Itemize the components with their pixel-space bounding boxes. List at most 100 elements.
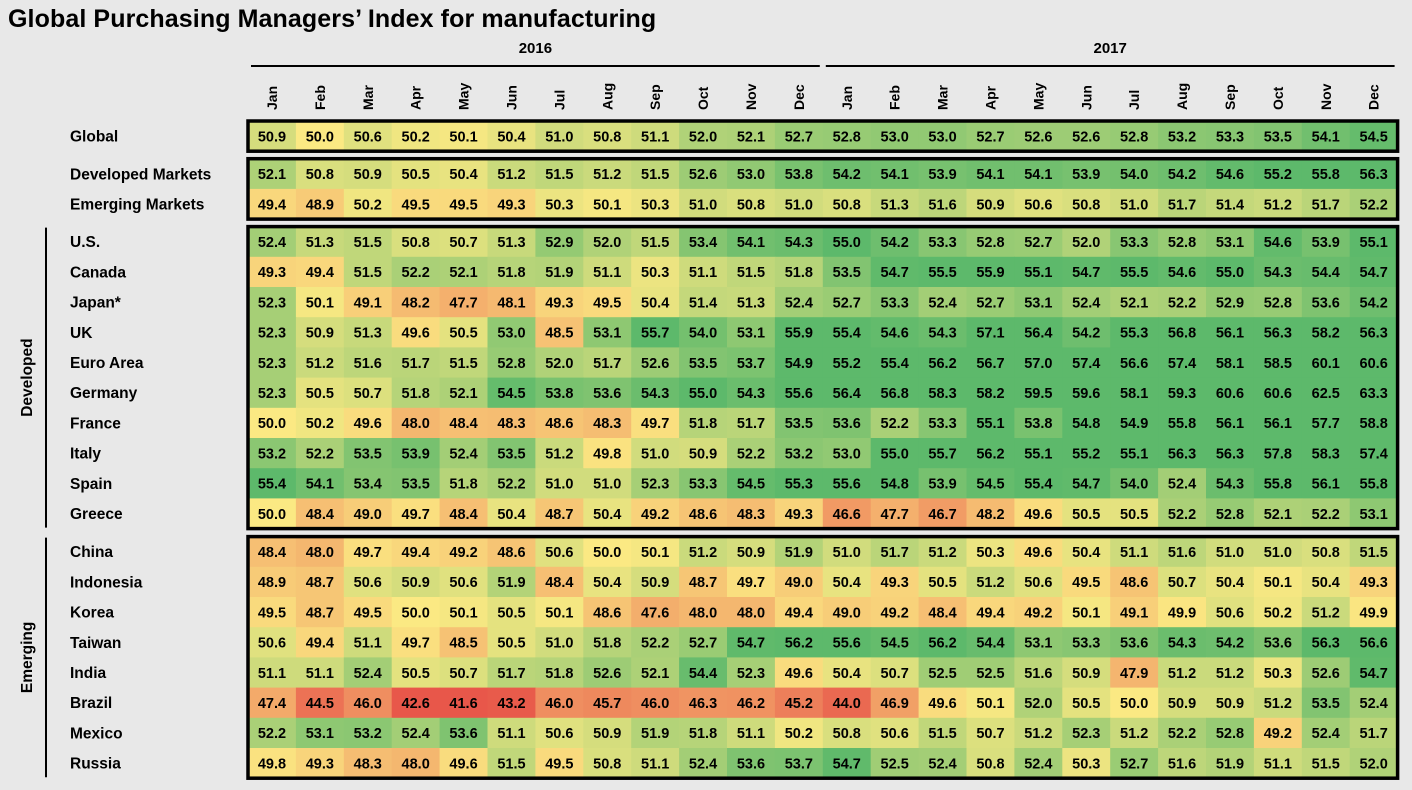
cell-value-spain-8: 52.3 [641, 477, 669, 493]
cell-u-s-8 [631, 226, 680, 258]
cell-indonesia-13 [870, 566, 920, 598]
cell-value-euro-area-8: 52.6 [641, 356, 669, 372]
cell-canada-16 [1014, 256, 1063, 288]
cell-value-taiwan-10: 54.7 [737, 636, 765, 652]
cell-value-greece-8: 49.2 [641, 507, 669, 523]
cell-value-canada-4: 52.1 [449, 265, 477, 281]
cell-germany-9 [679, 377, 728, 409]
cell-value-germany-18: 58.1 [1120, 386, 1148, 402]
cell-korea-23 [1349, 597, 1399, 628]
cell-value-canada-21: 54.3 [1264, 265, 1292, 281]
cell-developed-markets-5 [487, 158, 536, 190]
cell-france-8 [631, 407, 680, 439]
cell-canada-23 [1349, 256, 1399, 288]
cell-value-global-11: 52.7 [785, 129, 813, 145]
cell-mexico-20 [1206, 717, 1255, 749]
cell-indonesia-23 [1349, 566, 1399, 598]
cell-value-greece-6: 48.7 [545, 507, 573, 523]
cell-value-canada-23: 54.7 [1360, 265, 1388, 281]
cell-italy-3 [391, 438, 441, 469]
cell-value-china-23: 51.5 [1360, 545, 1388, 561]
cell-spain-8 [631, 468, 680, 499]
cell-taiwan-20 [1206, 627, 1255, 658]
cell-value-emerging-markets-8: 50.3 [641, 197, 669, 213]
cell-value-euro-area-23: 60.6 [1360, 356, 1388, 372]
cell-mexico-19 [1158, 717, 1207, 749]
cell-value-emerging-markets-14: 51.6 [928, 197, 956, 213]
cell-value-u-s-12: 55.0 [833, 235, 861, 251]
cell-value-euro-area-12: 55.2 [833, 356, 861, 372]
cell-value-emerging-markets-5: 49.3 [497, 197, 525, 213]
cell-value-developed-markets-5: 51.2 [497, 167, 525, 183]
cell-value-euro-area-1: 51.2 [306, 356, 334, 372]
cell-value-france-18: 54.9 [1120, 416, 1148, 432]
cell-italy-8 [631, 438, 680, 469]
cell-value-france-16: 53.8 [1024, 416, 1052, 432]
cell-value-euro-area-11: 54.9 [785, 356, 813, 372]
cell-value-italy-14: 55.7 [928, 446, 956, 462]
cell-euro-area-16 [1014, 347, 1063, 379]
cell-value-russia-22: 51.5 [1312, 756, 1340, 772]
cell-value-italy-8: 51.0 [641, 446, 669, 462]
cell-euro-area-15 [966, 347, 1015, 379]
cell-uk-15 [966, 317, 1015, 348]
cell-india-5 [487, 657, 536, 689]
cell-value-brazil-4: 41.6 [449, 696, 477, 712]
cell-mexico-10 [727, 717, 776, 749]
cell-global-10 [727, 121, 776, 152]
block-border-3 [246, 534, 1400, 780]
cell-brazil-9 [679, 687, 728, 719]
cell-value-euro-area-2: 51.6 [354, 356, 382, 372]
cell-emerging-markets-1 [295, 188, 345, 220]
cell-value-u-s-13: 54.2 [881, 235, 909, 251]
cell-value-canada-19: 54.6 [1168, 265, 1196, 281]
row-label-uk: UK [70, 325, 93, 342]
cell-china-9 [679, 536, 728, 568]
cell-value-france-17: 54.8 [1072, 416, 1100, 432]
cell-value-japan-9: 51.4 [689, 295, 717, 311]
cell-spain-21 [1253, 468, 1303, 499]
cell-value-russia-19: 51.6 [1168, 756, 1196, 772]
cell-value-uk-7: 53.1 [593, 326, 621, 342]
cell-value-brazil-6: 46.0 [545, 696, 573, 712]
cell-value-euro-area-13: 55.4 [881, 356, 909, 372]
cell-value-euro-area-0: 52.3 [258, 356, 286, 372]
cell-china-16 [1014, 536, 1063, 568]
cell-value-japan-18: 52.1 [1120, 295, 1148, 311]
row-label-india: India [70, 665, 107, 682]
cell-china-2 [343, 536, 393, 568]
cell-euro-area-3 [391, 347, 441, 379]
cell-uk-7 [583, 317, 632, 348]
cell-emerging-markets-4 [439, 188, 489, 220]
cell-value-canada-12: 53.5 [833, 265, 861, 281]
cell-value-greece-7: 50.4 [593, 507, 621, 523]
cell-value-korea-16: 49.2 [1024, 605, 1052, 621]
cell-global-13 [870, 121, 920, 152]
cell-value-greece-19: 52.2 [1168, 507, 1196, 523]
cell-value-korea-15: 49.4 [976, 605, 1004, 621]
cell-developed-markets-11 [774, 158, 824, 190]
cell-euro-area-21 [1253, 347, 1303, 379]
cell-canada-3 [391, 256, 441, 288]
cell-spain-3 [391, 468, 441, 499]
cell-korea-20 [1206, 597, 1255, 628]
cell-value-euro-area-7: 51.7 [593, 356, 621, 372]
cell-value-euro-area-6: 52.0 [545, 356, 573, 372]
cell-emerging-markets-3 [391, 188, 441, 220]
cell-value-korea-14: 48.4 [928, 605, 956, 621]
cell-value-mexico-17: 52.3 [1072, 726, 1100, 742]
cell-value-italy-12: 53.0 [833, 446, 861, 462]
month-label-19: Aug [1174, 83, 1190, 110]
cell-value-france-6: 48.6 [545, 416, 573, 432]
cell-value-emerging-markets-23: 52.2 [1360, 197, 1388, 213]
cell-value-mexico-6: 50.6 [545, 726, 573, 742]
cell-value-germany-4: 52.1 [449, 386, 477, 402]
cell-value-mexico-19: 52.2 [1168, 726, 1196, 742]
cell-value-emerging-markets-19: 51.7 [1168, 197, 1196, 213]
cell-value-developed-markets-16: 54.1 [1024, 167, 1052, 183]
cell-value-brazil-10: 46.2 [737, 696, 765, 712]
cell-value-japan-17: 52.4 [1072, 295, 1100, 311]
cell-value-global-2: 50.6 [354, 129, 382, 145]
cell-value-india-22: 52.6 [1312, 666, 1340, 682]
cell-value-russia-18: 52.7 [1120, 756, 1148, 772]
